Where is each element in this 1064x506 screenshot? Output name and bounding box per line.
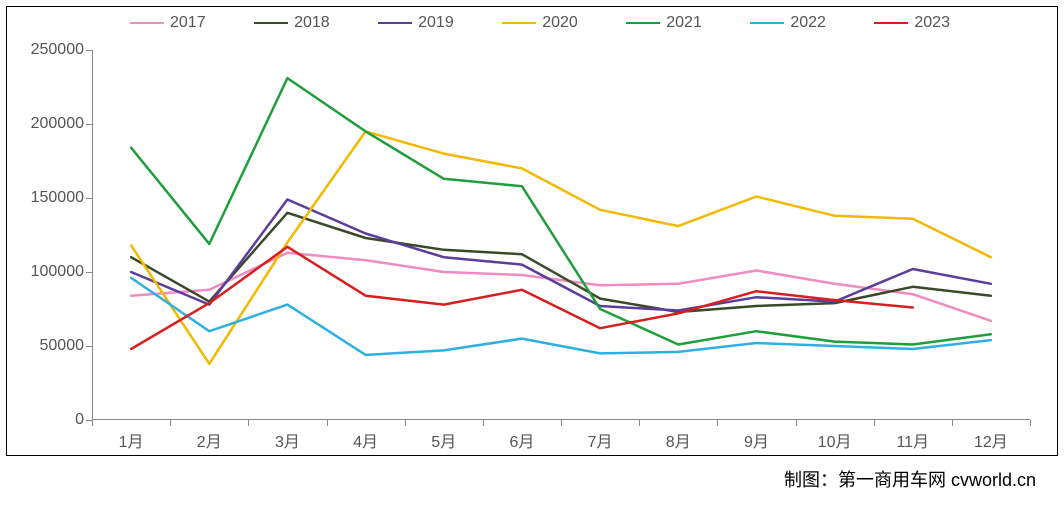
x-tick-label: 10月 xyxy=(818,420,852,452)
legend-swatch xyxy=(502,22,536,25)
legend-item-2021: 2021 xyxy=(626,14,702,32)
legend-item-2017: 2017 xyxy=(130,14,206,32)
x-tick-label: 2月 xyxy=(197,420,222,452)
line-series-svg xyxy=(92,50,1030,420)
legend-label: 2017 xyxy=(170,14,206,32)
y-tick-mark xyxy=(86,50,92,51)
legend-label: 2019 xyxy=(418,14,454,32)
legend-swatch xyxy=(130,22,164,25)
x-tick-mark xyxy=(639,420,640,426)
y-tick-label: 100000 xyxy=(31,263,92,281)
legend-item-2018: 2018 xyxy=(254,14,330,32)
x-tick-mark xyxy=(248,420,249,426)
chart-container: 2017 2018 2019 2020 2021 2022 2023 05000010000… xyxy=(0,0,1064,506)
series-line-2023 xyxy=(131,247,913,349)
series-line-2021 xyxy=(131,78,991,344)
x-tick-mark xyxy=(952,420,953,426)
legend-item-2023: 2023 xyxy=(874,14,950,32)
x-tick-mark xyxy=(327,420,328,426)
x-tick-label: 11月 xyxy=(896,420,929,452)
x-tick-mark xyxy=(1030,420,1031,426)
x-tick-mark xyxy=(717,420,718,426)
legend-swatch xyxy=(626,22,660,25)
y-tick-mark xyxy=(86,346,92,347)
x-tick-label: 3月 xyxy=(275,420,300,452)
x-tick-label: 7月 xyxy=(588,420,613,452)
y-tick-mark xyxy=(86,272,92,273)
legend-swatch xyxy=(254,22,288,25)
x-tick-label: 8月 xyxy=(666,420,691,452)
x-tick-label: 5月 xyxy=(431,420,456,452)
credit-text: 制图：第一商用车网 cvworld.cn xyxy=(784,466,1036,492)
legend-label: 2018 xyxy=(294,14,330,32)
legend-label: 2021 xyxy=(666,14,702,32)
x-tick-label: 1月 xyxy=(119,420,144,452)
series-line-2018 xyxy=(131,213,991,312)
legend-item-2019: 2019 xyxy=(378,14,454,32)
x-tick-mark xyxy=(561,420,562,426)
legend-swatch xyxy=(874,22,908,25)
legend-label: 2023 xyxy=(914,14,950,32)
y-tick-label: 200000 xyxy=(31,115,92,133)
x-tick-mark xyxy=(874,420,875,426)
legend: 2017 2018 2019 2020 2021 2022 2023 xyxy=(130,12,950,34)
y-tick-mark xyxy=(86,124,92,125)
legend-item-2020: 2020 xyxy=(502,14,578,32)
legend-label: 2022 xyxy=(790,14,826,32)
x-tick-label: 6月 xyxy=(509,420,534,452)
y-tick-label: 150000 xyxy=(31,189,92,207)
x-tick-label: 9月 xyxy=(744,420,769,452)
x-tick-mark xyxy=(405,420,406,426)
y-tick-mark xyxy=(86,198,92,199)
x-tick-label: 12月 xyxy=(974,420,1008,452)
x-tick-mark xyxy=(483,420,484,426)
legend-item-2022: 2022 xyxy=(750,14,826,32)
legend-swatch xyxy=(750,22,784,25)
x-tick-mark xyxy=(92,420,93,426)
y-tick-label: 50000 xyxy=(40,337,93,355)
y-tick-label: 250000 xyxy=(31,41,92,59)
plot-area: 0500001000001500002000002500001月2月3月4月5月… xyxy=(92,50,1030,420)
x-tick-label: 4月 xyxy=(353,420,378,452)
x-tick-mark xyxy=(170,420,171,426)
x-tick-mark xyxy=(796,420,797,426)
legend-swatch xyxy=(378,22,412,25)
legend-label: 2020 xyxy=(542,14,578,32)
